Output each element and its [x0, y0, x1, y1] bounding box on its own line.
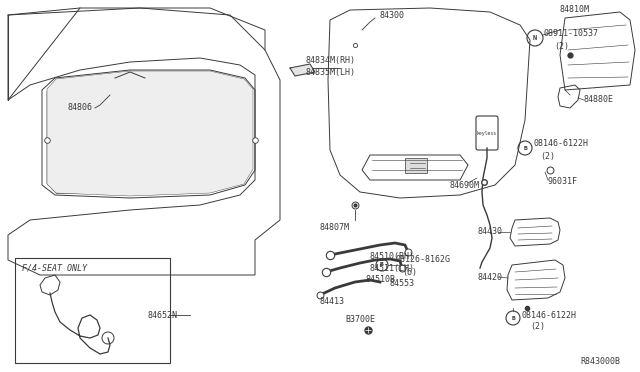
Text: F/4-SEAT ONLY: F/4-SEAT ONLY [22, 263, 87, 273]
Text: (2): (2) [554, 42, 569, 51]
Text: 84300: 84300 [380, 10, 405, 19]
Text: 96031F: 96031F [548, 177, 578, 186]
Text: B: B [523, 145, 527, 151]
Text: R843000B: R843000B [580, 357, 620, 366]
Bar [15, 258, 170, 363]
Text: 84510(RH): 84510(RH) [370, 251, 415, 260]
Polygon shape [290, 64, 315, 76]
Bar [405, 158, 427, 173]
Text: 84413: 84413 [320, 298, 345, 307]
Text: 08126-8162G: 08126-8162G [395, 256, 450, 264]
Text: 84553: 84553 [390, 279, 415, 289]
Text: 84807M: 84807M [320, 224, 350, 232]
Text: 84834M(RH): 84834M(RH) [305, 55, 355, 64]
Text: 08911-10537: 08911-10537 [544, 29, 599, 38]
Text: 08146-6122H: 08146-6122H [521, 311, 576, 320]
Text: 84420: 84420 [478, 273, 503, 282]
Text: 08146-6122H: 08146-6122H [533, 140, 588, 148]
Text: (2): (2) [540, 151, 555, 160]
Text: 84806: 84806 [68, 103, 93, 112]
Text: B: B [511, 315, 515, 321]
Polygon shape [47, 71, 253, 196]
Text: 84430: 84430 [478, 228, 503, 237]
Text: 84880E: 84880E [584, 96, 614, 105]
Text: 84690M: 84690M [450, 180, 480, 189]
Text: 84510B: 84510B [365, 276, 395, 285]
Text: 84835M(LH): 84835M(LH) [305, 67, 355, 77]
Text: B3700E: B3700E [345, 315, 375, 324]
Text: (6): (6) [402, 267, 417, 276]
Text: 84511(LH): 84511(LH) [370, 263, 415, 273]
Text: B: B [380, 263, 384, 267]
Text: 84652N: 84652N [148, 311, 178, 320]
Text: (2): (2) [530, 323, 545, 331]
Text: N: N [533, 35, 537, 41]
Text: 84810M: 84810M [560, 6, 590, 15]
Text: keyless: keyless [477, 131, 497, 135]
